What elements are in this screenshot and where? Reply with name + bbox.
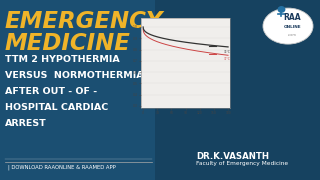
Text: VERSUS  NORMOTHERMIA: VERSUS NORMOTHERMIA (5, 71, 144, 80)
Text: Faculty of Emergency Medicine: Faculty of Emergency Medicine (196, 161, 288, 166)
Bar (155, 0, 320, 180)
Text: HOSPITAL CARDIAC: HOSPITAL CARDIAC (5, 103, 108, 112)
Text: | DOWNLOAD RAAONLINE & RAAMED APP: | DOWNLOAD RAAONLINE & RAAMED APP (8, 165, 116, 170)
Text: ONLINE: ONLINE (284, 25, 301, 29)
Text: 33°C: 33°C (223, 50, 230, 54)
Ellipse shape (263, 8, 313, 44)
Text: 37°C: 37°C (223, 57, 230, 60)
Text: .com: .com (288, 33, 297, 37)
Circle shape (278, 7, 285, 12)
Text: ARREST: ARREST (5, 119, 47, 128)
Text: DR.K.VASANTH: DR.K.VASANTH (196, 152, 269, 161)
Text: AFTER OUT - OF -: AFTER OUT - OF - (5, 87, 97, 96)
Text: RAA: RAA (284, 14, 301, 22)
Text: MEDICINE: MEDICINE (5, 32, 131, 55)
Text: TTM 2 HYPOTHERMIA: TTM 2 HYPOTHERMIA (5, 55, 120, 64)
Text: EMERGENCY: EMERGENCY (5, 10, 164, 33)
